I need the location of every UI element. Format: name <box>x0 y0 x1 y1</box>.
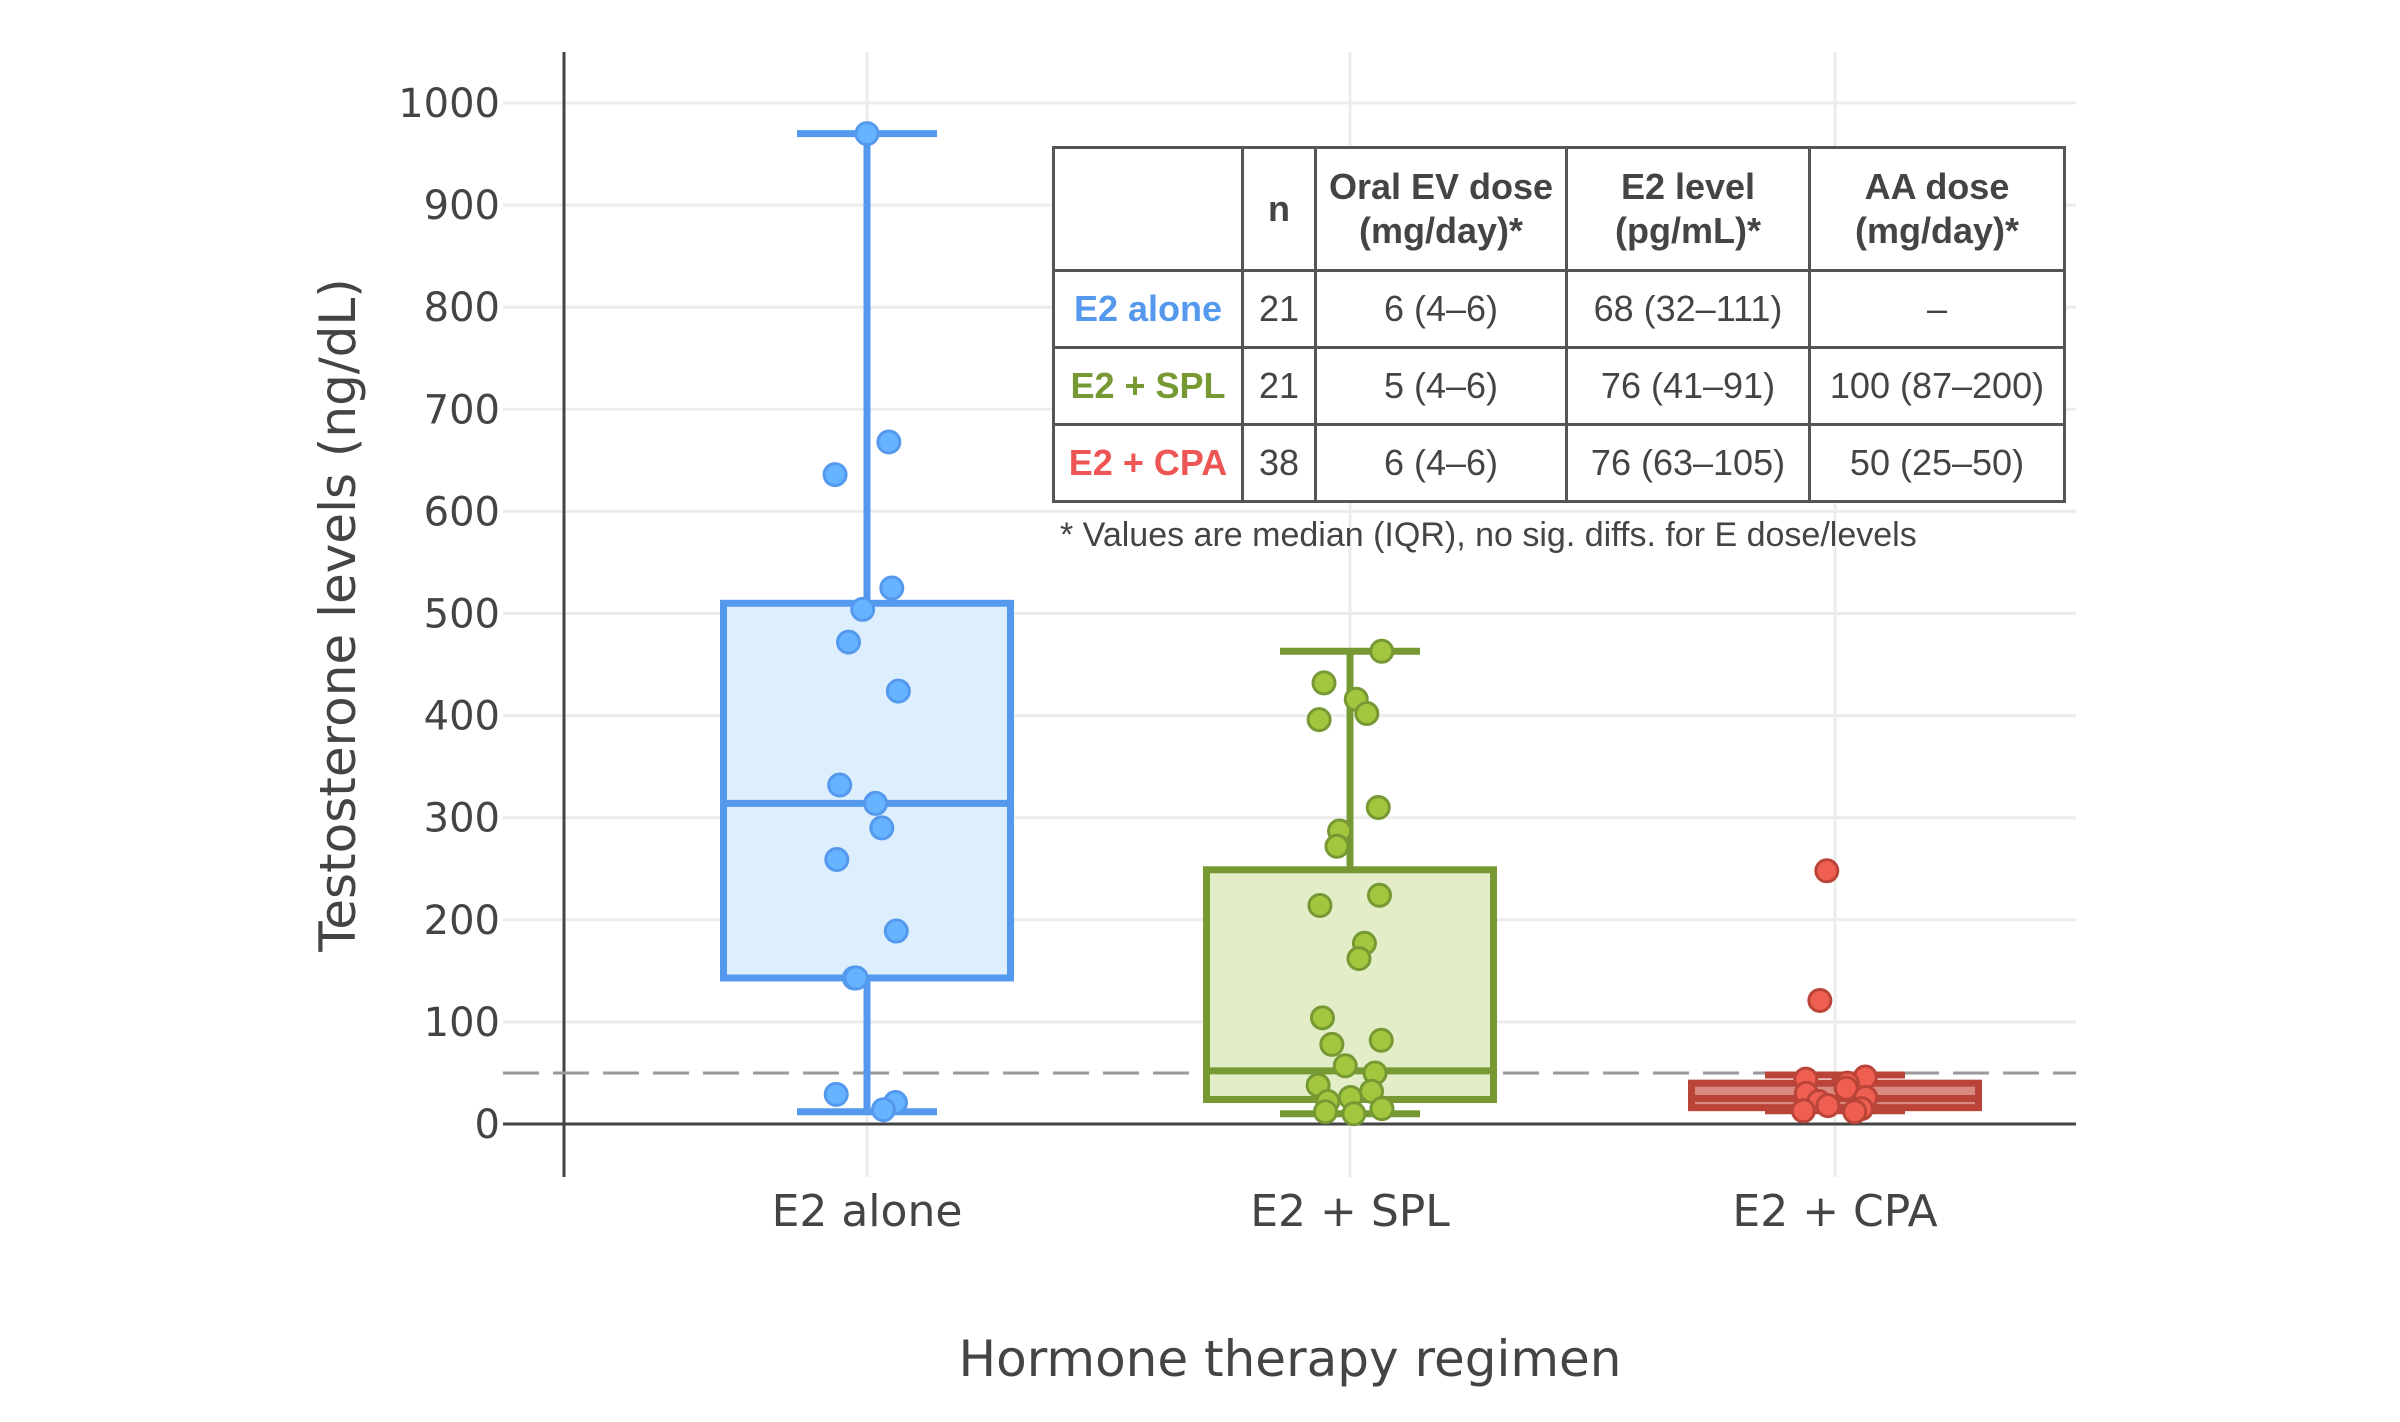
header-n: n <box>1241 146 1317 272</box>
x-tick-label: E2 alone <box>772 1186 963 1237</box>
data-point <box>1309 1005 1335 1031</box>
data-point <box>1346 946 1372 972</box>
data-point <box>1319 1031 1345 1057</box>
data-point <box>1312 1099 1338 1125</box>
data-point <box>1307 893 1333 919</box>
box-1 <box>720 121 1014 1123</box>
cell-e2: 76 (41–91) <box>1565 346 1811 426</box>
header-e2-line2: (pg/mL)* <box>1615 210 1761 251</box>
y-tick-label: 0 <box>475 1102 500 1148</box>
table-row: E2 + SPL 21 5 (4–6) 76 (41–91) 100 (87–2… <box>1052 346 2066 426</box>
header-aa-line2: (mg/day)* <box>1854 210 2020 251</box>
data-point <box>869 815 895 841</box>
row-label: E2 + CPA <box>1052 423 1244 503</box>
y-tick-label: 500 <box>424 592 500 638</box>
y-tick-label: 400 <box>424 694 500 740</box>
data-point <box>883 918 909 944</box>
y-tick-label: 800 <box>424 285 500 331</box>
data-point <box>827 772 853 798</box>
data-point <box>823 1081 849 1107</box>
header-ev-line2: (mg/day)* <box>1358 210 1524 251</box>
data-point <box>879 575 905 601</box>
data-point <box>822 462 848 488</box>
data-point <box>824 847 850 873</box>
iqr-box <box>720 599 1014 982</box>
header-aa-dose: AA dose (mg/day)* <box>1808 146 2066 272</box>
y-tick-label: 600 <box>424 489 500 535</box>
y-tick-label: 100 <box>424 1000 500 1046</box>
x-tick-label: E2 + CPA <box>1732 1186 1937 1237</box>
data-point <box>1815 1093 1841 1119</box>
table-footnote: * Values are median (IQR), no sig. diffs… <box>1060 516 1917 554</box>
header-ev-line1: Oral EV dose <box>1328 166 1554 207</box>
data-point <box>1369 638 1395 664</box>
table-header-row: n Oral EV dose (mg/day)* E2 level (pg/mL)*… <box>1052 146 2066 272</box>
header-empty <box>1052 146 1244 272</box>
header-aa-line1: AA dose <box>1864 166 2010 207</box>
box-3 <box>1688 858 1982 1125</box>
data-point <box>1807 987 1833 1013</box>
data-point <box>854 121 880 147</box>
cell-n: 21 <box>1241 346 1317 426</box>
data-point <box>1366 882 1392 908</box>
data-point <box>1814 858 1840 884</box>
y-tick-label: 300 <box>424 796 500 842</box>
data-point <box>1369 1096 1395 1122</box>
cell-aa: 100 (87–200) <box>1808 346 2066 426</box>
header-e2-level: E2 level (pg/mL)* <box>1565 146 1811 272</box>
table-row: E2 + CPA 38 6 (4–6) 76 (63–105) 50 (25–5… <box>1052 423 2066 503</box>
cell-ev: 5 (4–6) <box>1314 346 1568 426</box>
row-label: E2 + SPL <box>1052 346 1244 426</box>
data-point <box>1790 1098 1816 1124</box>
data-point <box>850 596 876 622</box>
x-tick-label: E2 + SPL <box>1250 1186 1450 1237</box>
y-tick-label: 900 <box>424 183 500 229</box>
data-point <box>1365 794 1391 820</box>
cell-ev: 6 (4–6) <box>1314 423 1568 503</box>
header-ev-dose: Oral EV dose (mg/day)* <box>1314 146 1568 272</box>
y-tick-label: 700 <box>424 387 500 433</box>
data-point <box>885 678 911 704</box>
data-point <box>1324 833 1350 859</box>
data-point <box>843 965 869 991</box>
cell-e2: 76 (63–105) <box>1565 423 1811 503</box>
data-point <box>1354 701 1380 727</box>
x-axis-title: Hormone therapy regimen <box>959 1330 1622 1388</box>
row-label: E2 alone <box>1052 269 1244 349</box>
cell-aa: – <box>1808 269 2066 349</box>
data-point <box>876 429 902 455</box>
y-tick-label: 1000 <box>398 81 500 127</box>
cell-n: 21 <box>1241 269 1317 349</box>
cell-ev: 6 (4–6) <box>1314 269 1568 349</box>
y-tick-label: 200 <box>424 898 500 944</box>
cell-n: 38 <box>1241 423 1317 503</box>
y-axis-title: Testosterone levels (ng/dL) <box>309 278 367 953</box>
data-point <box>1306 707 1332 733</box>
data-point <box>1842 1099 1868 1125</box>
data-point <box>1332 1053 1358 1079</box>
data-point <box>836 629 862 655</box>
table-row: E2 alone 21 6 (4–6) 68 (32–111) – <box>1052 269 2066 349</box>
header-e2-line1: E2 level <box>1620 166 1756 207</box>
cell-aa: 50 (25–50) <box>1808 423 2066 503</box>
data-point <box>1368 1027 1394 1053</box>
data-point <box>870 1097 896 1123</box>
data-point <box>1341 1101 1367 1127</box>
summary-table: n Oral EV dose (mg/day)* E2 level (pg/mL)*… <box>1052 146 2066 503</box>
cell-e2: 68 (32–111) <box>1565 269 1811 349</box>
data-point <box>1311 670 1337 696</box>
box-2 <box>1203 638 1497 1127</box>
data-point <box>863 790 889 816</box>
